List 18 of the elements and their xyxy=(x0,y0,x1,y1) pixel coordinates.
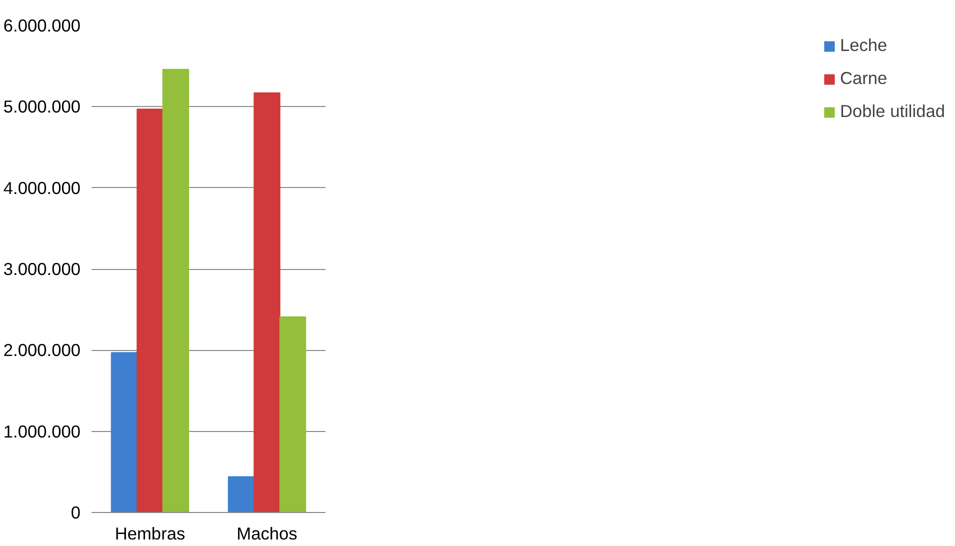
legend-label: Leche xyxy=(840,35,888,56)
y-tick-label: 6.000.000 xyxy=(3,16,81,36)
legend-label: Carne xyxy=(840,68,888,89)
bar xyxy=(162,68,190,512)
y-tick-label: 5.000.000 xyxy=(3,96,81,117)
y-tick-label: 1.000.000 xyxy=(3,421,81,442)
y-tick-label: 4.000.000 xyxy=(3,178,81,198)
y-tick-label: 3.000.000 xyxy=(3,259,81,279)
bar xyxy=(279,316,306,512)
x-tick-label: Machos xyxy=(236,524,298,544)
bar xyxy=(254,92,280,512)
x-tick-label: Hembras xyxy=(114,524,186,544)
bar xyxy=(136,108,164,512)
bar xyxy=(228,476,255,512)
bar xyxy=(110,352,138,512)
y-tick-label: 2.000.000 xyxy=(3,340,81,360)
y-tick-label: 0 xyxy=(70,502,81,522)
legend-label: Doble utilidad xyxy=(840,101,945,122)
